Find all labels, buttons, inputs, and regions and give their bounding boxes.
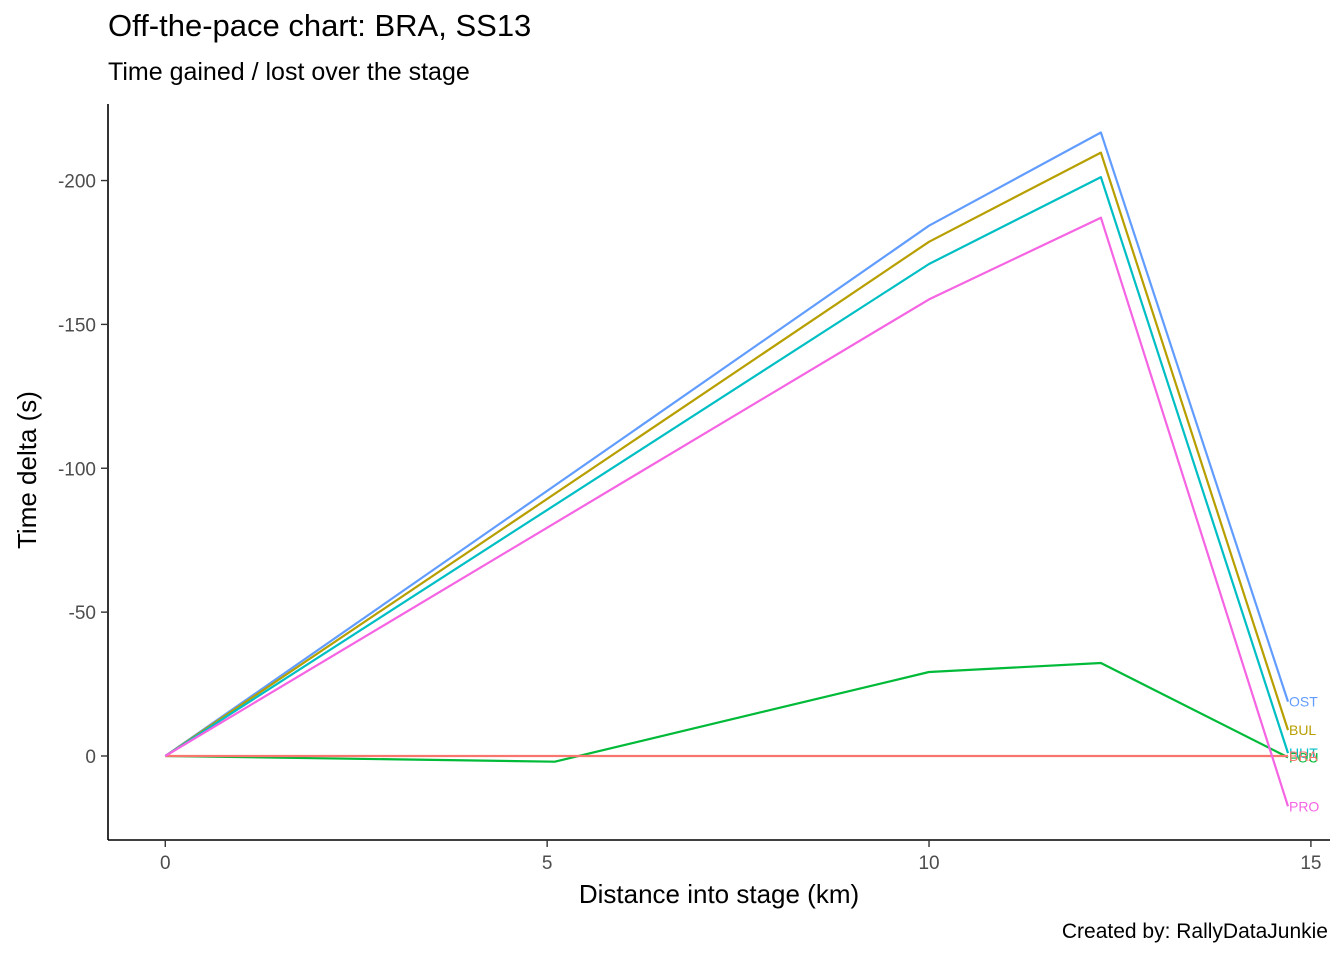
series-line-bul — [164, 151, 1290, 757]
x-tick-label: 0 — [160, 853, 171, 874]
plot-lines — [164, 131, 1290, 807]
y-axis-title: Time delta (s) — [12, 391, 42, 549]
x-axis-ticks: 0 5 10 15 — [160, 840, 1321, 874]
end-label-hut: HUT — [1289, 745, 1318, 761]
end-label-pro: PRO — [1289, 798, 1319, 814]
end-label-ost: OST — [1289, 694, 1318, 710]
end-label-bul: BUL — [1289, 722, 1316, 738]
chart-caption: Created by: RallyDataJunkie — [1061, 920, 1328, 943]
x-tick-label: 5 — [542, 853, 553, 874]
series-line-pro — [164, 216, 1290, 807]
x-tick-label: 10 — [918, 853, 939, 874]
x-axis-title: Distance into stage (km) — [579, 879, 859, 909]
end-label-bra: BRA — [1289, 748, 1318, 764]
y-tick-label: -150 — [58, 315, 96, 336]
y-tick-label: -100 — [58, 459, 96, 480]
axes — [107, 104, 1330, 841]
end-label-fou: FOU — [1289, 749, 1319, 765]
y-tick-label: -50 — [69, 603, 96, 624]
chart-title: Off-the-pace chart: BRA, SS13 — [108, 8, 532, 43]
y-tick-label: -200 — [58, 172, 96, 193]
chart-subtitle: Time gained / lost over the stage — [108, 58, 470, 86]
series-line-fou — [165, 661, 1289, 763]
x-tick-label: 15 — [1300, 853, 1321, 874]
series-line-ost — [164, 131, 1290, 757]
y-tick-label: 0 — [85, 747, 96, 768]
series-line-hut — [164, 176, 1290, 757]
y-axis-ticks: -200 -150 -100 -50 0 — [58, 172, 108, 768]
